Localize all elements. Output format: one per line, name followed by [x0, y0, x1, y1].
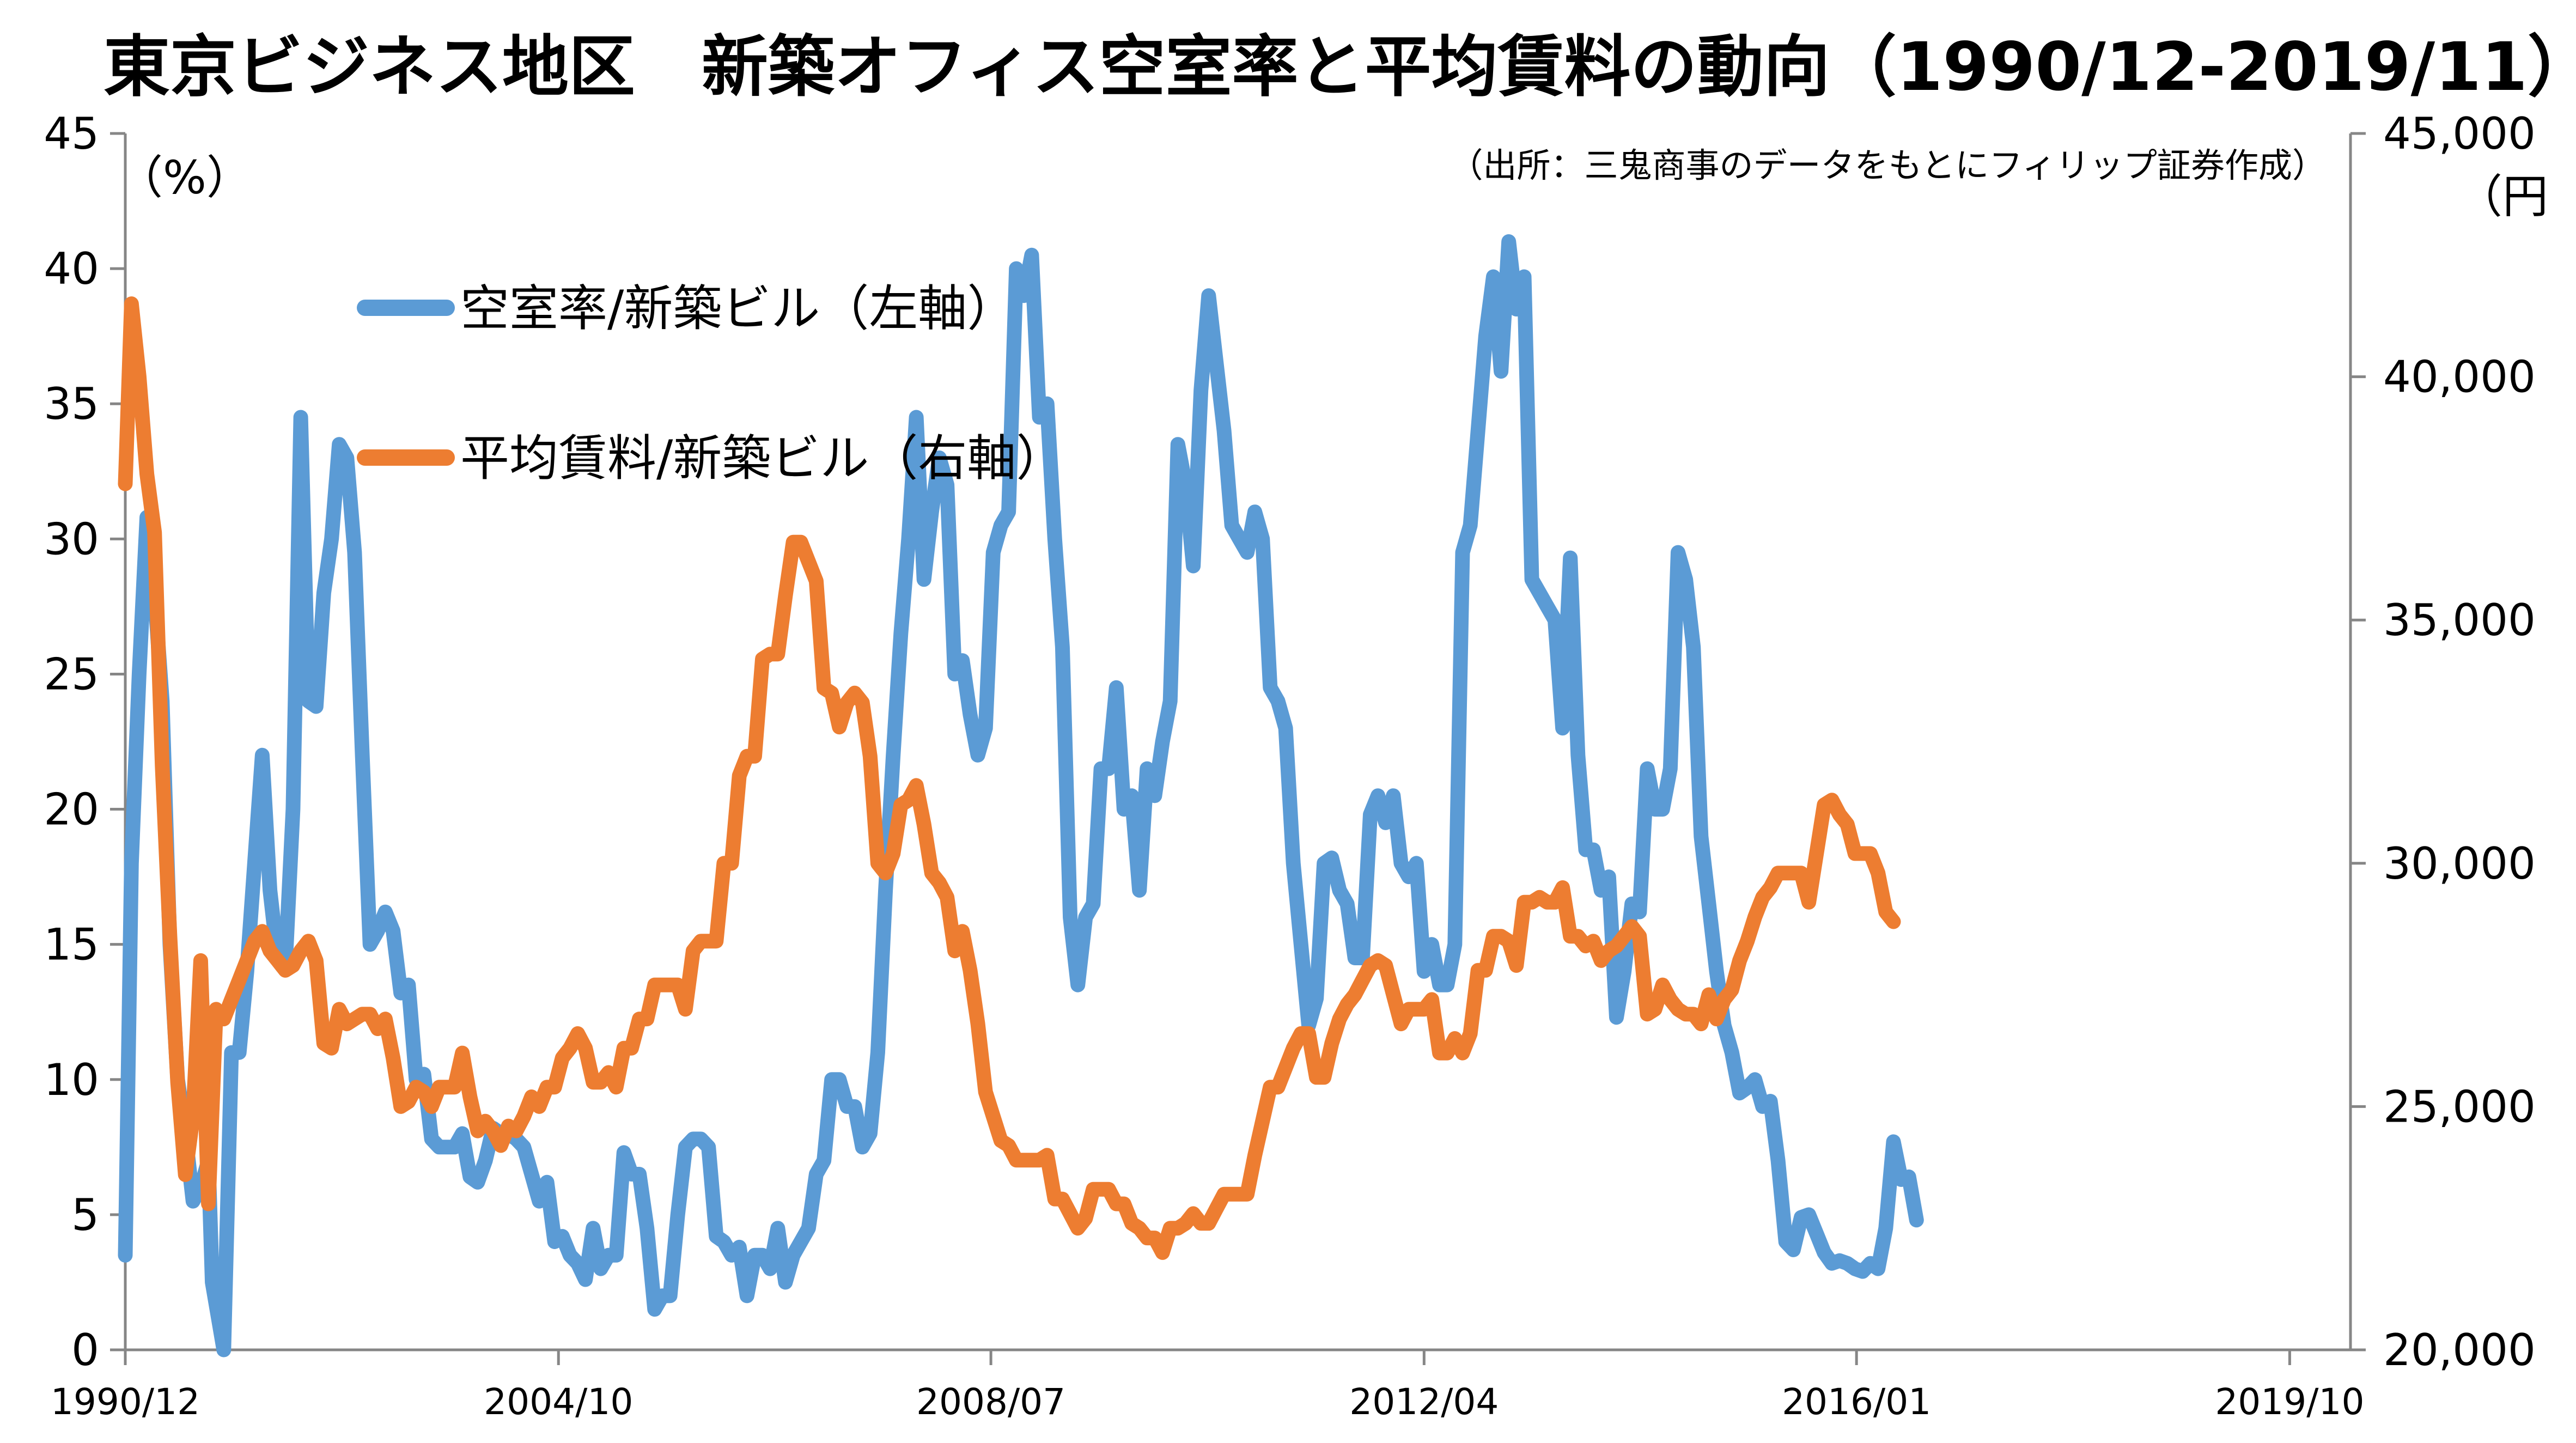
left-axis-tick-label: 0 — [71, 1325, 99, 1375]
left-axis-tick-label: 10 — [44, 1055, 99, 1105]
left-axis-tick-label: 20 — [44, 784, 99, 835]
x-axis-tick-label: 2008/07 — [916, 1381, 1065, 1423]
legend: 空室率/新築ビル（左軸） 平均賃料/新築ビル（右軸） — [357, 280, 1065, 487]
series-layer — [118, 234, 1924, 1357]
right-axis-tick-label: 40,000 — [2383, 352, 2536, 403]
x-axis-tick-label: 2016/01 — [1782, 1381, 1931, 1423]
left-axis-tick-label: 25 — [44, 649, 99, 699]
right-axis-tick-label: 45,000 — [2383, 108, 2536, 159]
right-y-axis: 20,000 25,000 30,000 35,000 40,000 45,000 — [2349, 108, 2536, 1375]
right-axis-tick-label: 35,000 — [2383, 595, 2536, 646]
left-axis-tick-label: 15 — [44, 920, 99, 970]
right-axis-tick-label: 25,000 — [2383, 1081, 2536, 1132]
series-line-vacancy-rate — [118, 234, 1924, 1357]
left-axis-tick-label: 5 — [71, 1190, 99, 1240]
x-axis-tick-label: 2012/04 — [1349, 1381, 1499, 1423]
x-axis-tick-label: 2004/10 — [484, 1381, 633, 1423]
x-axis-tick-label: 2019/10 — [2215, 1381, 2364, 1423]
chart-title: 東京ビジネス地区 新築オフィス空室率と平均賃料の動向（1990/12-2019/… — [103, 28, 2576, 106]
chart-source-note: （出所：三鬼商事のデータをもとにフィリップ証券作成） — [1449, 145, 2326, 185]
left-axis-tick-label: 30 — [44, 514, 99, 564]
x-axis-tick-label: 1990/12 — [51, 1381, 200, 1423]
legend-label-vacancy: 空室率/新築ビル（左軸） — [460, 280, 1016, 337]
right-axis-unit: （円 — [2457, 170, 2548, 223]
left-axis-tick-label: 35 — [44, 379, 99, 429]
left-axis-tick-label: 40 — [44, 243, 99, 294]
left-axis-unit: （%） — [117, 151, 252, 204]
legend-label-rent: 平均賃料/新築ビル（右軸） — [460, 430, 1065, 487]
x-axis: 1990/12 2004/10 2008/07 2012/04 2016/01 2019/… — [51, 1348, 2365, 1423]
left-axis-tick-label: 45 — [44, 108, 99, 159]
right-axis-tick-label: 20,000 — [2383, 1325, 2536, 1375]
series-line-average-rent — [118, 296, 1901, 1260]
right-axis-tick-label: 30,000 — [2383, 838, 2536, 889]
left-y-axis: 0 5 10 15 20 25 30 35 40 45 — [44, 108, 127, 1375]
